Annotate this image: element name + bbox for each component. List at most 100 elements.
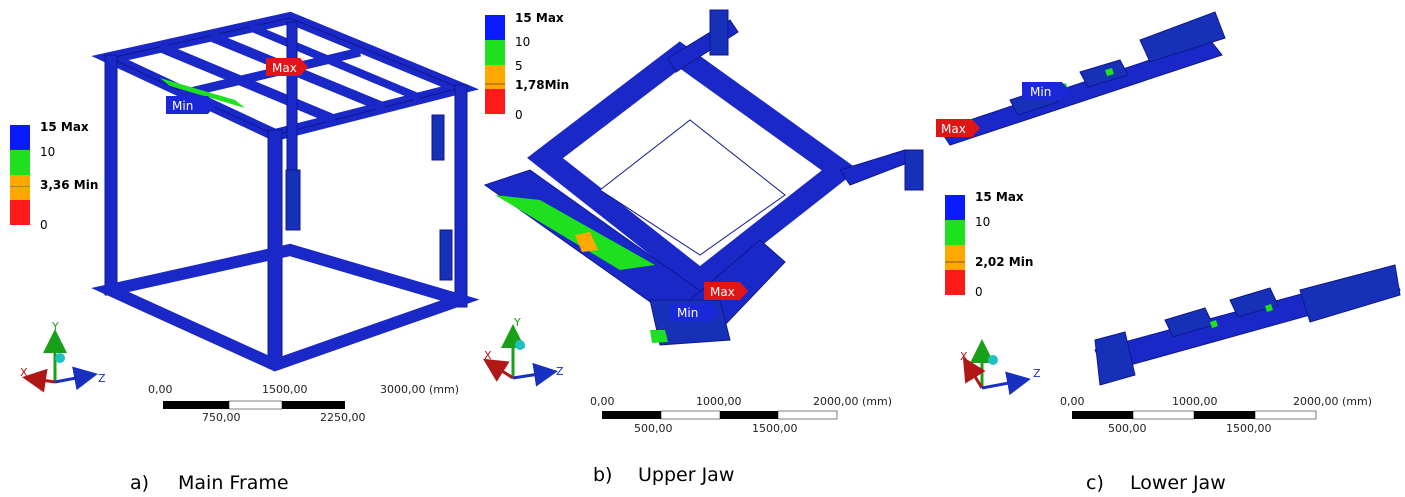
scale-segment [1194,411,1255,419]
scale-segment [229,401,282,409]
panel-upper-jaw: 15 Max 10 5 1,78Min 0 [484,10,923,486]
caption-upper-jaw: Upper Jaw [638,464,734,486]
legend-lower-jaw: 15 Max 10 2,02 Min 0 [945,190,1033,299]
axis-triad-lower-jaw: X Y Z [960,345,1041,388]
min-tag-label: Min [1030,85,1051,99]
scale-label: 750,00 [202,411,241,424]
scale-segment [602,411,661,419]
scale-segment [661,411,720,419]
legend-max-label: 15 Max [975,190,1024,204]
scale-label: 2000,00 (mm) [1293,395,1372,408]
x-axis-label: X [20,366,28,379]
min-tag-main-frame: Min [166,96,216,114]
legend-swatch-red [485,89,505,114]
legend-zero-label: 0 [975,285,983,299]
scale-segment [1255,411,1316,419]
lower-jaw-beam-bottom [1095,265,1400,385]
scale-segment [720,411,778,419]
legend-tick-label: 5 [515,59,523,73]
caption-label-b: b) [593,464,612,486]
legend-swatch-red [10,200,30,225]
legend-swatch-orange [945,245,965,270]
z-axis-label: Z [98,372,106,385]
caption-label-c: c) [1086,472,1104,494]
legend-min-label: 2,02 Min [975,255,1033,269]
scale-label: 0,00 [148,383,173,396]
caption-main-frame: Main Frame [178,472,289,494]
axis-triad-upper-jaw: X Y Z [484,316,564,378]
scale-bar-main-frame: 0,00 1500,00 3000,00 (mm) 750,00 2250,00 [148,383,459,424]
legend-upper-jaw: 15 Max 10 5 1,78Min 0 [485,11,569,122]
scale-label: 1000,00 [696,395,742,408]
legend-zero-label: 0 [515,108,523,122]
max-tag-upper-jaw: Max [704,282,748,300]
legend-swatch-orange-lower [10,188,30,200]
z-axis-label: Z [556,365,564,378]
legend-main-frame: 15 Max 10 3,36 Min 0 [10,120,98,232]
x-axis-label: X [960,350,968,363]
stress-region-green [650,330,668,343]
origin-dot [988,355,998,365]
legend-tick-label: 10 [975,215,990,229]
z-axis-arrow [55,375,92,382]
y-axis-label: Y [51,320,59,333]
legend-min-label: 3,36 Min [40,178,98,192]
y-axis-label: Y [977,348,985,361]
x-axis-label: X [484,349,492,362]
x-axis-arrow [28,378,55,382]
scale-label: 2250,00 [320,411,366,424]
legend-swatch-green [485,40,505,65]
max-tag-label: Max [941,122,966,136]
max-tag-lower-jaw: Max [936,119,980,137]
panel-lower-jaw: Max Min 15 Max 10 2,02 Min 0 [936,12,1400,494]
legend-swatch-green [945,220,965,245]
scale-segment [163,401,229,409]
caption-label-a: a) [130,472,149,494]
max-tag-main-frame: Max [266,58,308,76]
legend-max-label: 15 Max [40,120,89,134]
scale-label: 1500,00 [262,383,308,396]
legend-swatch-blue [10,125,30,150]
legend-zero-label: 0 [40,218,48,232]
legend-tick-label: 10 [515,35,530,49]
y-axis-label: Y [513,316,521,329]
min-tag-label: Min [172,99,193,113]
scale-label: 1000,00 [1172,395,1218,408]
caption-lower-jaw: Lower Jaw [1130,472,1226,494]
legend-swatch-blue [485,15,505,40]
x-axis-arrow [966,362,982,388]
legend-swatch-red [945,270,965,295]
scale-bar-lower-jaw: 0,00 1000,00 2000,00 (mm) 500,00 1500,00 [1060,395,1372,435]
scale-label: 0,00 [1060,395,1085,408]
min-tag-label: Min [677,306,698,320]
min-tag-upper-jaw: Min [670,303,720,321]
origin-dot [55,353,65,363]
scale-label: 500,00 [1108,422,1147,435]
scale-bar-upper-jaw: 0,00 1000,00 2000,00 (mm) 500,00 1500,00 [590,395,892,435]
max-tag-label: Max [272,61,297,75]
panel-main-frame: 15 Max 10 3,36 Min 0 [10,18,467,494]
z-axis-arrow [513,372,552,378]
z-axis-label: Z [1033,367,1041,380]
scale-label: 500,00 [634,422,673,435]
x-axis-arrow [488,362,513,378]
scale-label: 1500,00 [1226,422,1272,435]
legend-swatch-blue [945,195,965,220]
axis-triad-main-frame: X Y Z [20,320,106,385]
scale-segment [1133,411,1194,419]
scale-segment [778,411,837,419]
z-axis-arrow [982,380,1025,388]
legend-min-label: 1,78Min [515,78,569,92]
scale-label: 3000,00 (mm) [380,383,459,396]
legend-swatch-orange [485,65,505,89]
origin-dot [515,340,525,350]
legend-swatch-orange [10,175,30,187]
scale-segment [1072,411,1133,419]
legend-max-label: 15 Max [515,11,564,25]
scale-label: 2000,00 (mm) [813,395,892,408]
scale-label: 0,00 [590,395,615,408]
max-tag-label: Max [710,285,735,299]
scale-label: 1500,00 [752,422,798,435]
scale-segment [282,401,345,409]
